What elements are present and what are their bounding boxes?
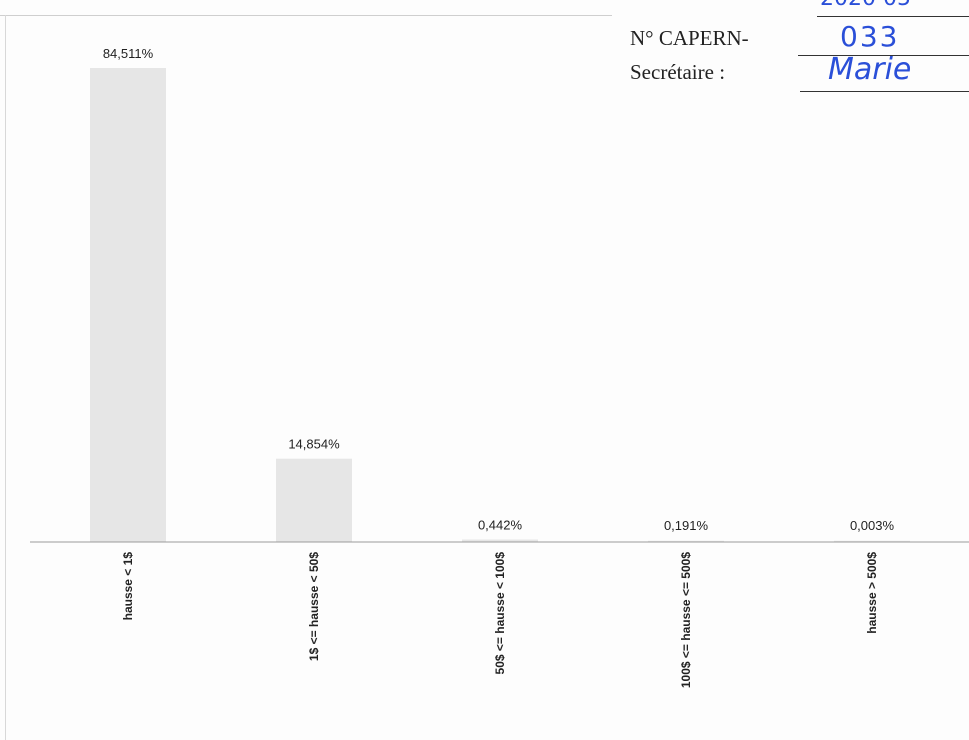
value-label-2: 14,854% [288,437,340,452]
bars-group [90,68,910,542]
value-label-3: 0,442% [478,518,523,533]
value-label-4: 0,191% [664,518,709,533]
capern-label: N° CAPERN- [630,26,749,50]
value-labels-group: 84,511% 14,854% 0,442% 0,191% 0,003% [103,46,895,533]
bar-2 [276,458,352,542]
secretaire-rule [800,91,969,92]
category-label-2: 1$ <= hausse < 50$ [307,552,321,661]
secretaire-label: Secrétaire : [630,60,726,84]
value-label-5: 0,003% [850,518,895,533]
category-label-3: 50$ <= hausse < 100$ [493,552,507,675]
capern-number: 033 [840,20,900,53]
reception-stamp: 2020 05 N° CAPERN- 033 Secrétaire : Mari… [620,0,969,110]
bar-5 [834,540,910,542]
category-label-1: hausse < 1$ [121,552,135,621]
category-labels-group: hausse < 1$ 1$ <= hausse < 50$ 50$ <= haus… [121,552,879,688]
bar-4 [648,540,724,542]
capern-rule [798,55,969,56]
stamp-date-handwritten: 2020 05 [820,0,911,11]
stamp-date-rule [817,16,969,17]
secretaire-signature: Marie [828,52,912,87]
frame-top-border [0,15,612,16]
frame-left-border [5,15,6,740]
category-label-4: 100$ <= hausse <= 500$ [679,552,693,688]
bar-3 [462,539,538,542]
category-label-5: hausse > 500$ [865,552,879,634]
value-label-1: 84,511% [103,46,154,61]
bar-1 [90,68,166,542]
